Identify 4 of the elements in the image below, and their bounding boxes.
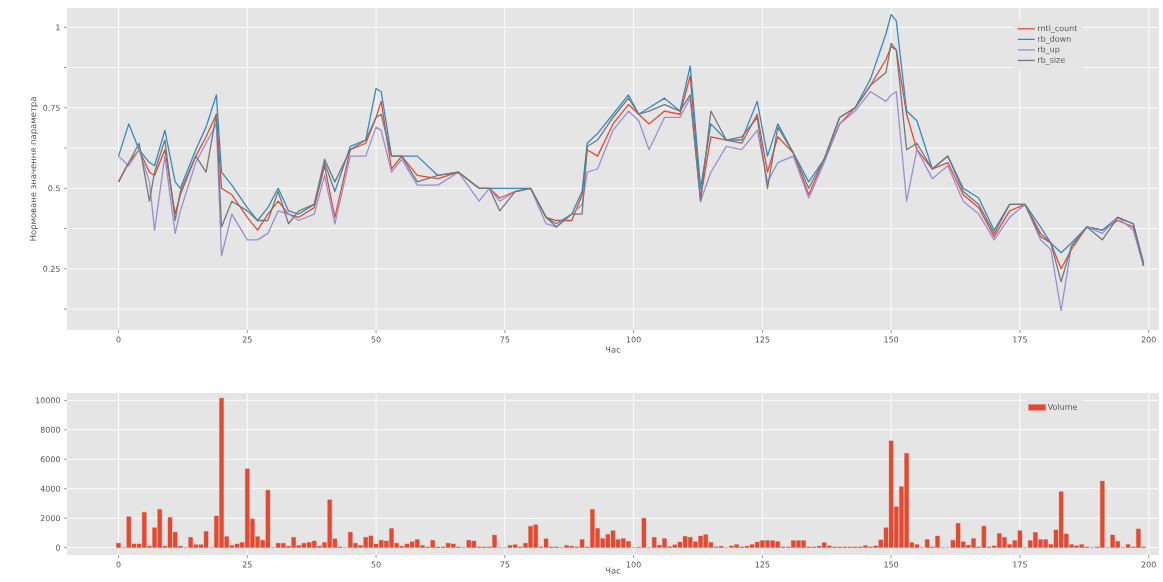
x-axis-title: Час xyxy=(605,567,621,574)
y-axis-title: Нормоване значення параметра xyxy=(29,97,38,241)
x-axis-title: Час xyxy=(605,346,621,353)
bar xyxy=(126,516,132,548)
